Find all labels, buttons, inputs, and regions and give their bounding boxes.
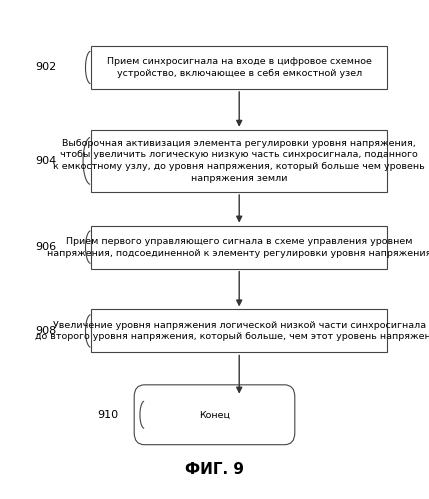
- Text: Выборочная активизация элемента регулировки уровня напряжения,
чтобы увеличить л: Выборочная активизация элемента регулиро…: [53, 139, 425, 183]
- FancyBboxPatch shape: [91, 226, 387, 268]
- Text: 902: 902: [35, 62, 56, 72]
- Text: ФИГ. 9: ФИГ. 9: [185, 463, 244, 478]
- FancyBboxPatch shape: [91, 46, 387, 89]
- FancyBboxPatch shape: [91, 130, 387, 192]
- Text: Прием синхросигнала на входе в цифровое схемное
устройство, включающее в себя ем: Прием синхросигнала на входе в цифровое …: [107, 57, 372, 78]
- FancyBboxPatch shape: [134, 385, 295, 445]
- Text: 906: 906: [35, 242, 56, 252]
- Text: Конец: Конец: [199, 410, 230, 419]
- Text: Прием первого управляющего сигнала в схеме управления уровнем
напряжения, подсое: Прием первого управляющего сигнала в схе…: [47, 237, 429, 257]
- FancyBboxPatch shape: [91, 309, 387, 352]
- Text: 904: 904: [35, 156, 56, 166]
- Text: 908: 908: [35, 326, 56, 336]
- Text: Увеличение уровня напряжения логической низкой части синхросигнала
до второго ур: Увеличение уровня напряжения логической …: [35, 320, 429, 341]
- Text: 910: 910: [97, 410, 118, 420]
